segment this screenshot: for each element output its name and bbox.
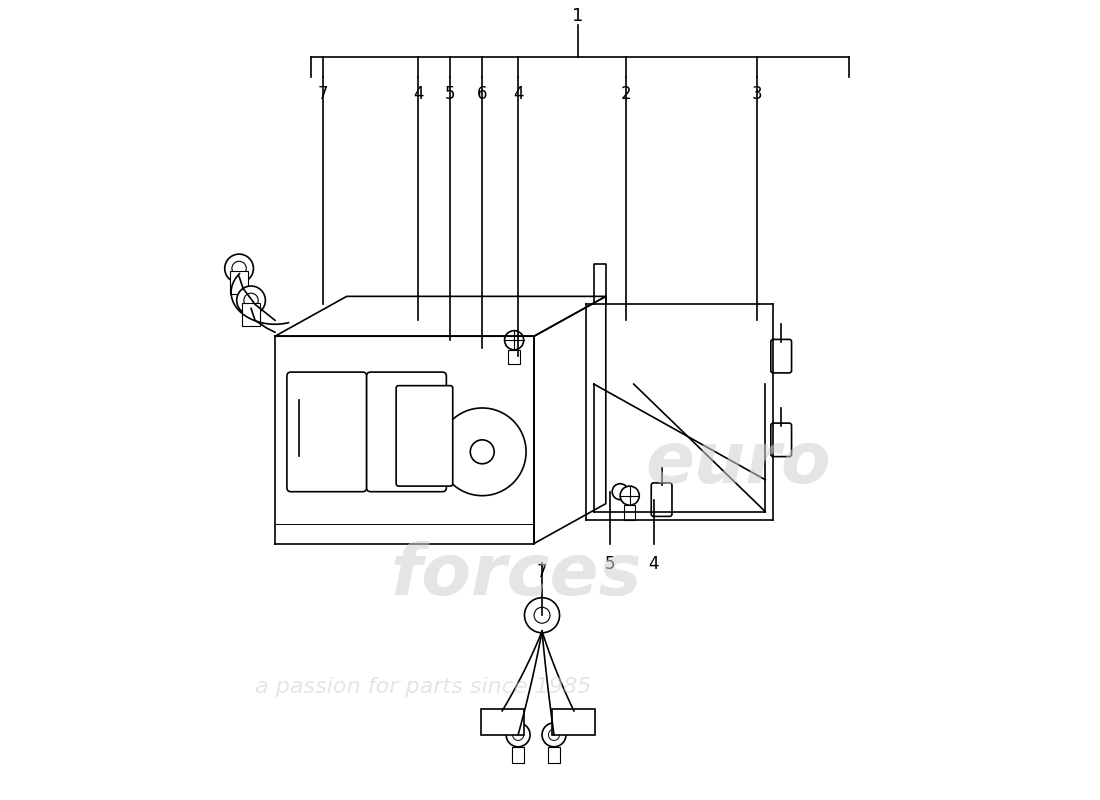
Text: euro: euro xyxy=(646,430,832,498)
Text: 6: 6 xyxy=(477,85,487,103)
Circle shape xyxy=(542,723,565,746)
FancyBboxPatch shape xyxy=(242,303,260,326)
FancyBboxPatch shape xyxy=(508,350,520,364)
Text: 1: 1 xyxy=(572,7,584,26)
Text: 3: 3 xyxy=(752,85,762,103)
Circle shape xyxy=(549,730,560,741)
Circle shape xyxy=(224,254,253,283)
Text: a passion for parts since 1985: a passion for parts since 1985 xyxy=(255,677,592,697)
Text: 5: 5 xyxy=(605,555,615,574)
FancyBboxPatch shape xyxy=(771,339,792,373)
FancyBboxPatch shape xyxy=(231,271,248,294)
Text: 7: 7 xyxy=(537,563,548,582)
FancyBboxPatch shape xyxy=(287,372,366,492)
Text: 7: 7 xyxy=(318,85,328,103)
Circle shape xyxy=(525,598,560,633)
FancyBboxPatch shape xyxy=(396,386,453,486)
Circle shape xyxy=(513,730,524,741)
FancyBboxPatch shape xyxy=(651,483,672,516)
FancyBboxPatch shape xyxy=(548,746,560,762)
FancyBboxPatch shape xyxy=(552,710,595,735)
Circle shape xyxy=(244,293,258,307)
FancyBboxPatch shape xyxy=(481,710,524,735)
FancyBboxPatch shape xyxy=(512,746,525,762)
Circle shape xyxy=(232,262,246,276)
FancyBboxPatch shape xyxy=(366,372,447,492)
Circle shape xyxy=(471,440,494,464)
FancyBboxPatch shape xyxy=(624,506,636,519)
Text: forces: forces xyxy=(390,541,642,610)
Text: 4: 4 xyxy=(648,555,659,574)
Circle shape xyxy=(613,484,628,500)
FancyBboxPatch shape xyxy=(771,423,792,457)
Text: 4: 4 xyxy=(513,85,524,103)
Text: 5: 5 xyxy=(446,85,455,103)
Text: 4: 4 xyxy=(414,85,424,103)
Circle shape xyxy=(506,723,530,746)
Circle shape xyxy=(236,286,265,314)
Circle shape xyxy=(620,486,639,506)
Circle shape xyxy=(535,607,550,623)
Circle shape xyxy=(439,408,526,496)
Text: 2: 2 xyxy=(620,85,631,103)
Circle shape xyxy=(505,330,524,350)
